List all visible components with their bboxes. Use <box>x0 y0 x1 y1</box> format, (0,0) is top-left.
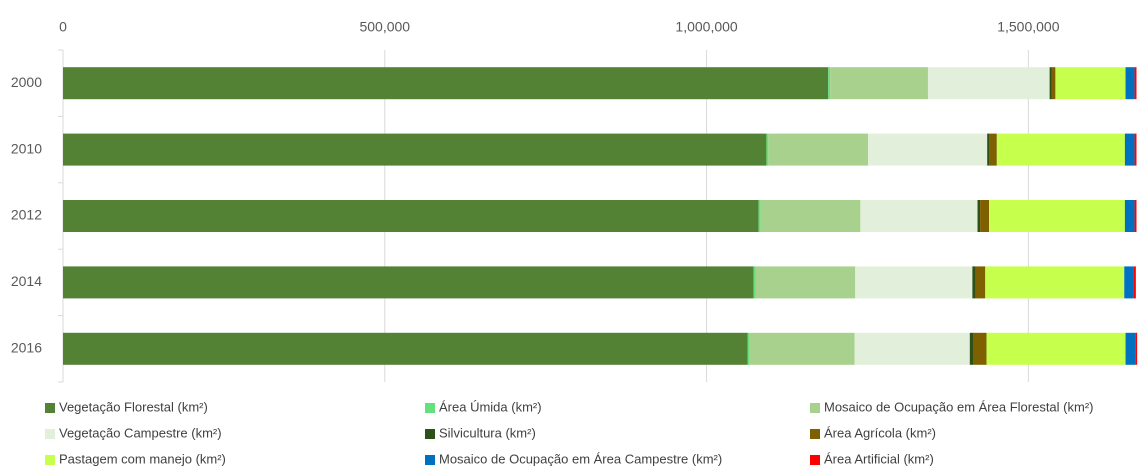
bar-segment <box>63 133 767 166</box>
legend-label: Vegetação Campestre (km²) <box>59 425 222 440</box>
bar-segment <box>1124 266 1134 299</box>
legend-label: Área Agrícola (km²) <box>824 425 936 440</box>
bar-segment <box>63 332 748 365</box>
bar-segment <box>989 200 1125 232</box>
bar-segment <box>989 133 997 166</box>
bar-segment <box>927 67 1050 100</box>
bar-segment <box>1124 200 1135 232</box>
bar-segment <box>969 332 974 365</box>
legend-label: Área Úmida (km²) <box>439 399 542 414</box>
legend-swatch <box>810 403 820 413</box>
bar-segment <box>855 266 973 299</box>
bar-segment <box>1135 332 1138 365</box>
y-tick-label: 2010 <box>11 140 42 156</box>
bar-segment <box>972 266 976 299</box>
legend-label: Pastagem com manejo (km²) <box>59 451 226 466</box>
bar-segment <box>985 266 1125 299</box>
legend-swatch <box>425 429 435 439</box>
bar-segment <box>1133 266 1136 299</box>
bar-segment <box>63 200 759 232</box>
x-tick-label: 500,000 <box>359 19 410 35</box>
x-tick-label: 1,500,000 <box>997 19 1059 35</box>
bar-segment <box>828 67 831 100</box>
bar-segment <box>975 266 986 299</box>
bar-segment <box>63 67 829 100</box>
bar-segment <box>758 200 761 232</box>
bar-segment <box>1134 67 1137 100</box>
legend-label: Silvicultura (km²) <box>439 425 536 440</box>
bar-segment <box>854 332 970 365</box>
legend-swatch <box>45 403 55 413</box>
bar-segment <box>1125 67 1135 100</box>
bar-segment <box>1055 67 1126 100</box>
bar-segment <box>830 67 928 100</box>
legend-label: Área Artificial (km²) <box>824 451 934 466</box>
bar-segment <box>1124 133 1135 166</box>
legend-label: Mosaico de Ocupação em Área Florestal (k… <box>824 399 1093 414</box>
legend-label: Vegetação Florestal (km²) <box>59 399 208 414</box>
bar-segment <box>987 133 990 166</box>
bar-segment <box>768 133 869 166</box>
bar-segment <box>760 200 861 232</box>
y-tick-label: 2012 <box>11 207 42 223</box>
legend-swatch <box>45 455 55 465</box>
legend-swatch <box>45 429 55 439</box>
bar-segment <box>1134 200 1137 232</box>
bar-segment <box>860 200 978 232</box>
x-tick-label: 1,000,000 <box>675 19 737 35</box>
bar-segment <box>977 200 981 232</box>
bar-segment <box>755 266 856 299</box>
y-tick-label: 2000 <box>11 74 42 90</box>
x-tick-label: 0 <box>59 19 67 35</box>
bar-segment <box>749 332 855 365</box>
bar-segment <box>1125 332 1136 365</box>
bar-segment <box>1134 133 1137 166</box>
bar-segment <box>753 266 756 299</box>
bar-segment <box>980 200 990 232</box>
bar-segment <box>973 332 987 365</box>
legend-label: Mosaico de Ocupação em Área Campestre (k… <box>439 451 722 466</box>
bar-segment <box>747 332 750 365</box>
bar-segment <box>996 133 1125 166</box>
bar-segment <box>1049 67 1052 100</box>
legend-swatch <box>810 455 820 465</box>
y-tick-label: 2016 <box>11 340 42 356</box>
legend-swatch <box>425 455 435 465</box>
bar-segment <box>1051 67 1056 100</box>
bar-segment <box>986 332 1126 365</box>
bar-segment <box>766 133 769 166</box>
bar-segment <box>63 266 754 299</box>
legend-swatch <box>425 403 435 413</box>
y-tick-label: 2014 <box>11 273 42 289</box>
legend-swatch <box>810 429 820 439</box>
bar-segment <box>868 133 988 166</box>
